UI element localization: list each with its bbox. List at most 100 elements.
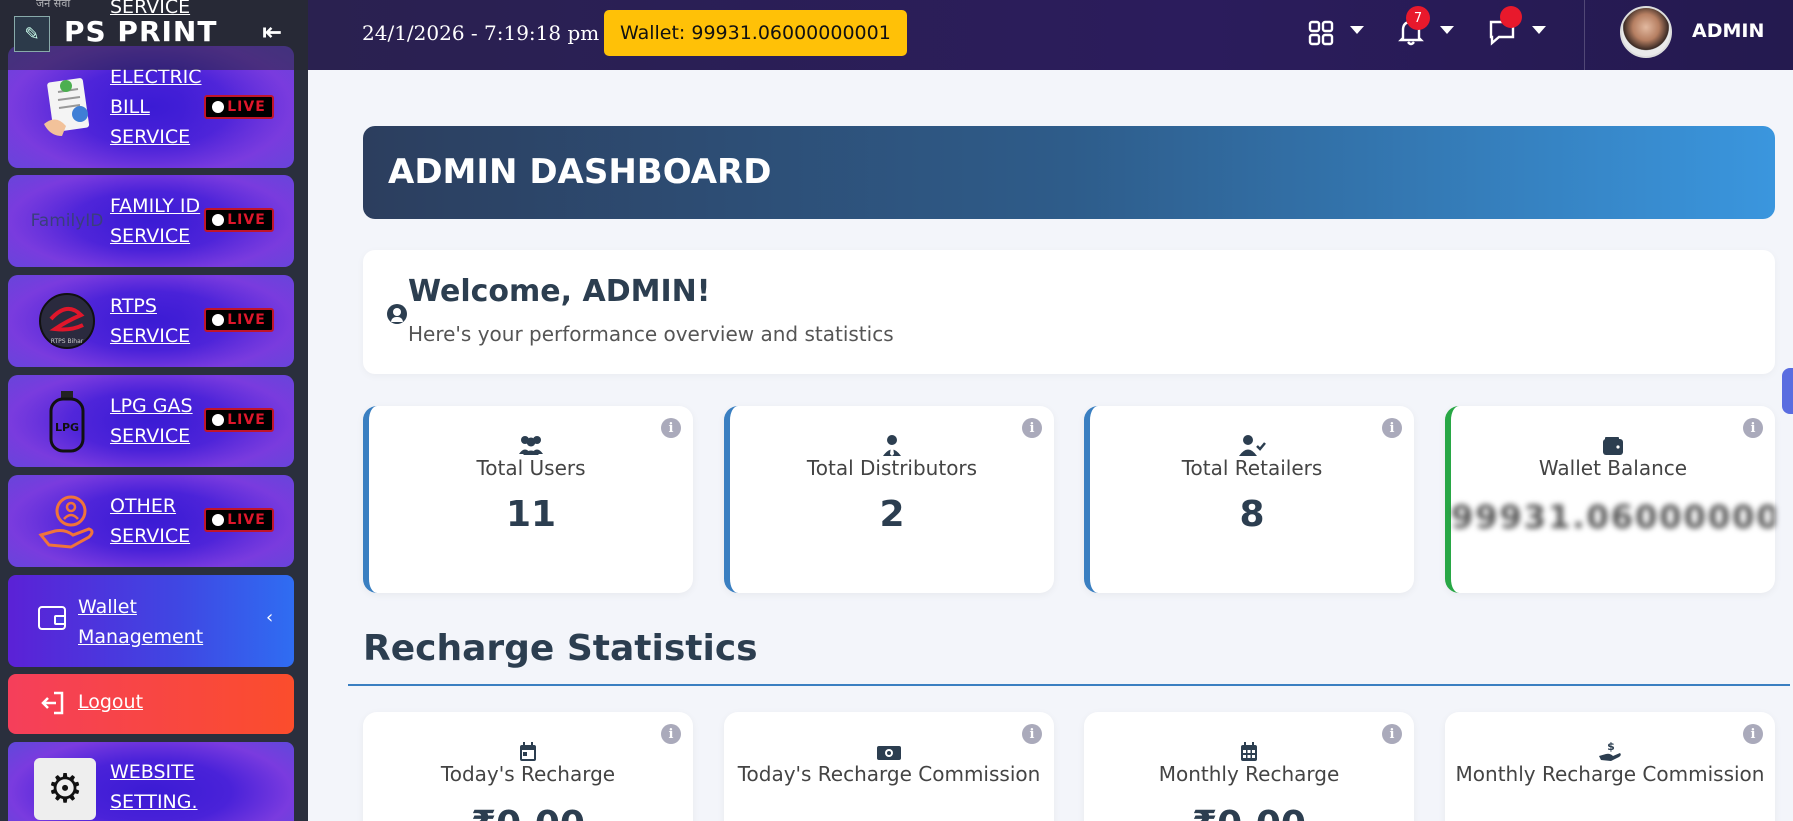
sidebar-item-rtps[interactable]: RTPS Bihar RTPS SERVICE LIVE (8, 275, 294, 367)
sidebar-item-label: OTHER SERVICE (110, 495, 191, 547)
topbar-divider (1584, 0, 1585, 70)
logout-button[interactable]: Logout (8, 674, 294, 734)
partial-service-label[interactable]: SERVICE (110, 0, 191, 18)
recharge-label: Today's Recharge Commission (737, 762, 1041, 786)
message-alert-dot (1500, 6, 1522, 28)
recharge-value: ₹0.00 (1084, 804, 1414, 821)
page-title: ADMIN DASHBOARD (388, 152, 772, 192)
stat-label: Wallet Balance (1538, 456, 1688, 480)
rtps-logo: RTPS Bihar (34, 288, 100, 354)
electric-bill-icon (34, 74, 100, 140)
top-bar: 24/1/2026 - 7:19:18 pm Wallet: 99931.060… (308, 0, 1793, 70)
sidebar-item-family-id[interactable]: FamilyID FAMILY ID SERVICE LIVE (8, 175, 294, 267)
stat-value: 2 (879, 494, 905, 535)
stat-value: 11 (505, 494, 557, 535)
live-dot-icon (212, 314, 225, 326)
recharge-card-today-commission: i Today's Recharge Commission (724, 712, 1054, 821)
sidebar-item-label: ELECTRIC BILL SERVICE (110, 66, 202, 148)
live-badge: LIVE (204, 508, 274, 532)
recharge-label: Monthly Recharge Commission (1455, 762, 1765, 786)
partial-top-text: जन सेवा (36, 0, 71, 10)
family-id-logo: FamilyID (30, 211, 104, 231)
section-title-recharge: Recharge Statistics (363, 628, 758, 669)
live-badge: LIVE (204, 308, 274, 332)
svg-text:LPG: LPG (55, 421, 79, 434)
hand-user-icon (34, 488, 100, 554)
live-badge: LIVE (204, 208, 274, 232)
sidebar-item-label: LPG GAS SERVICE (110, 395, 193, 447)
apps-grid-icon[interactable] (1308, 20, 1334, 46)
info-icon[interactable]: i (1022, 418, 1042, 438)
user-circle-icon (387, 304, 407, 324)
brand-name[interactable]: PS PRINT (64, 15, 218, 48)
section-divider (348, 684, 1790, 686)
sidebar-item-other-service[interactable]: OTHER SERVICE LIVE (8, 475, 294, 567)
stat-label: Total Distributors (806, 456, 978, 480)
info-icon[interactable]: i (1382, 724, 1402, 744)
live-dot-icon (212, 514, 225, 526)
recharge-card-monthly-commission: i $ Monthly Recharge Commission (1445, 712, 1775, 821)
notifications-dropdown-caret[interactable] (1440, 26, 1454, 34)
sidebar-item-label: RTPS SERVICE (110, 295, 191, 347)
live-badge: LIVE (204, 408, 274, 432)
info-icon[interactable]: i (1743, 724, 1763, 744)
avatar[interactable] (1620, 6, 1672, 58)
logout-label: Logout (78, 691, 144, 713)
svg-text:RTPS Bihar: RTPS Bihar (51, 338, 84, 345)
wallet-icon (38, 606, 66, 630)
sidebar-item-lpg-gas[interactable]: LPG LPG GAS SERVICE LIVE (8, 375, 294, 467)
live-dot-icon (212, 414, 225, 426)
user-tie-icon (730, 434, 1054, 462)
hand-coin-icon: $ (1445, 740, 1775, 768)
notification-count-badge: 7 (1406, 6, 1430, 30)
sidebar-item-label: WEBSITE SETTING. (110, 761, 198, 813)
chevron-left-icon[interactable]: ‹ (266, 607, 274, 628)
stat-card-total-users: i Total Users 11 (363, 406, 693, 593)
calendar-day-icon (363, 740, 693, 768)
sidebar-item-wallet-management[interactable]: Wallet Management ‹ (8, 575, 294, 667)
sidebar-item-label: Wallet Management (78, 596, 204, 648)
welcome-title: Welcome, ADMIN! (408, 274, 711, 309)
stat-value: 8 (1239, 494, 1265, 535)
logout-icon (41, 691, 64, 715)
users-icon (369, 434, 693, 462)
sidebar-item-website-setting[interactable]: ⚙ WEBSITE SETTING. (8, 742, 294, 821)
live-dot-icon (212, 101, 225, 113)
live-dot-icon (212, 214, 225, 226)
gear-icon: ⚙ (34, 758, 96, 820)
stat-card-wallet-balance: i Wallet Balance 99931.06000000 (1445, 406, 1775, 593)
dashboard-header: ADMIN DASHBOARD (363, 126, 1775, 219)
stat-label: Total Retailers (1181, 456, 1323, 480)
info-icon[interactable]: i (661, 724, 681, 744)
admin-name[interactable]: ADMIN (1692, 20, 1765, 42)
settings-side-tab[interactable] (1782, 368, 1793, 414)
datetime-display: 24/1/2026 - 7:19:18 pm (362, 21, 600, 45)
brand-row: ✎ PS PRINT ⇤ (0, 0, 308, 70)
live-badge: LIVE (204, 95, 274, 119)
stat-value: 99931.06000000 (1451, 498, 1775, 536)
sidebar-collapse-icon[interactable]: ⇤ (262, 18, 283, 46)
recharge-label: Monthly Recharge (1158, 762, 1340, 786)
calendar-icon (1084, 740, 1414, 768)
wallet-balance-pill[interactable]: Wallet: 99931.06000000001 (604, 10, 907, 56)
recharge-card-monthly: i Monthly Recharge ₹0.00 (1084, 712, 1414, 821)
user-check-icon (1090, 434, 1414, 462)
info-icon[interactable]: i (1022, 724, 1042, 744)
recharge-value: ₹0.00 (363, 804, 693, 821)
stat-card-total-distributors: i Total Distributors 2 (724, 406, 1054, 593)
money-bill-icon (724, 740, 1054, 768)
brand-logo-icon[interactable]: ✎ (14, 16, 50, 52)
messages-dropdown-caret[interactable] (1532, 26, 1546, 34)
lpg-cylinder-icon: LPG (34, 388, 100, 454)
info-icon[interactable]: i (1382, 418, 1402, 438)
svg-text:$: $ (1607, 740, 1615, 753)
sidebar: जन सेवा SERVICE ✎ PS PRINT ⇤ ELECTRIC BI… (0, 0, 308, 821)
recharge-card-today: i Today's Recharge ₹0.00 (363, 712, 693, 821)
sidebar-item-label: FAMILY ID SERVICE (110, 195, 201, 247)
apps-dropdown-caret[interactable] (1350, 26, 1364, 34)
welcome-card: Welcome, ADMIN! Here's your performance … (363, 250, 1775, 374)
welcome-subtitle: Here's your performance overview and sta… (408, 322, 894, 346)
info-icon[interactable]: i (661, 418, 681, 438)
stat-label: Total Users (476, 456, 586, 480)
info-icon[interactable]: i (1743, 418, 1763, 438)
